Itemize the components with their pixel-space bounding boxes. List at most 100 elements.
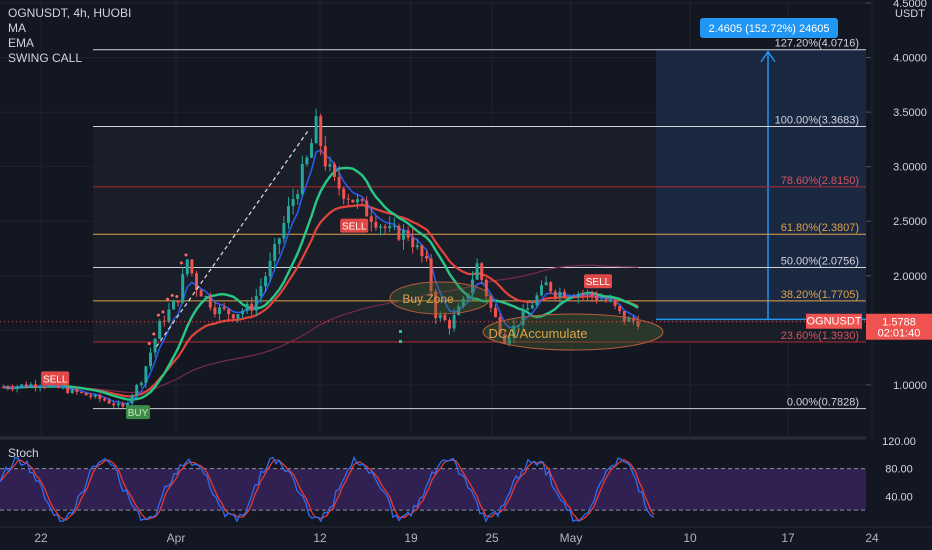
stoch-legend[interactable]: Stoch — [8, 446, 39, 460]
legend-ma[interactable]: MA — [8, 21, 26, 35]
signal-badge — [340, 218, 369, 233]
measure-arrow-head — [760, 50, 776, 63]
y-tick-label: 2.5000 — [893, 216, 927, 228]
fib-label: 0.00%(0.7828) — [787, 397, 859, 409]
candle-body — [507, 337, 511, 344]
candle-body — [549, 282, 553, 292]
signal-badge-text: BUY — [128, 408, 149, 419]
candle-body — [268, 260, 272, 277]
x-tick-label: 25 — [485, 531, 499, 545]
candle-body — [24, 384, 28, 387]
candle-body — [466, 293, 470, 299]
candle-body — [296, 194, 300, 200]
candle-body — [558, 291, 562, 298]
signal-dot — [175, 295, 179, 299]
signal-badge — [584, 274, 612, 289]
x-tick-label: 12 — [313, 531, 327, 545]
candle-body — [475, 263, 479, 280]
candle-body — [503, 333, 507, 344]
stoch-tick-label: 120.00 — [882, 436, 916, 448]
signal-badge-text: SELL — [586, 277, 611, 288]
stoch-tick-label: 80.00 — [885, 464, 913, 476]
signal-dot — [156, 313, 160, 317]
candle-body — [208, 296, 212, 308]
candle-body — [6, 387, 10, 389]
y-tick-label: 4.5000 — [893, 0, 927, 10]
y-tick-label: 4.0000 — [893, 53, 927, 65]
signal-badge — [41, 371, 70, 386]
candle-body — [112, 403, 116, 406]
chart-legend: OGNUSDT, 4h, HUOBI MA EMA SWING CALL — [8, 6, 131, 66]
price-axis[interactable] — [866, 0, 932, 550]
candle-body — [632, 317, 635, 321]
legend-symbol[interactable]: OGNUSDT, 4h, HUOBI — [8, 6, 132, 20]
candle-body — [471, 279, 474, 294]
candle-body — [627, 317, 631, 322]
marker-dot — [399, 340, 402, 343]
candle-body — [218, 307, 221, 314]
candle-body — [227, 308, 231, 315]
candle-body — [287, 206, 290, 224]
candle-body — [20, 384, 24, 387]
candle-body — [392, 225, 396, 227]
x-tick-label: 22 — [34, 531, 48, 545]
candle-body — [273, 244, 277, 261]
candle-body — [351, 199, 355, 203]
candle-body — [195, 273, 198, 291]
candle-body — [411, 237, 415, 248]
x-tick-label: 10 — [683, 531, 697, 545]
price-badge — [866, 313, 932, 340]
candle-body — [480, 263, 484, 280]
candle-body — [1, 387, 5, 389]
candle-body — [563, 291, 566, 298]
candle-body — [116, 403, 120, 406]
candle-body — [323, 146, 327, 167]
marker-dot — [399, 330, 402, 333]
candle-body — [103, 398, 106, 401]
candle-body — [572, 296, 576, 298]
badges: SELL BUY SELL SELL 2.4605 (152.72%) 24605 OGN… — [0, 18, 932, 420]
y-tick-label: 2.0000 — [893, 271, 927, 283]
candle-body — [342, 188, 346, 199]
fib-label: 38.20%(1.7705) — [781, 289, 859, 301]
candle-body — [420, 245, 424, 257]
legend-swing-call[interactable]: SWING CALL — [8, 51, 83, 65]
candle-body — [498, 317, 502, 334]
candle-body — [333, 164, 336, 177]
candle-body — [397, 225, 401, 240]
candle-body — [43, 386, 47, 388]
candle-body — [540, 285, 543, 296]
stoch-pane: 120.00 80.00 40.00 — [0, 436, 916, 523]
candle-body — [604, 299, 608, 302]
fib-levels: 127.20%(4.0716) 100.00%(3.3683) 78.60%(2.8… — [93, 38, 866, 410]
candle-body — [277, 238, 281, 245]
candle-body — [38, 386, 42, 388]
currency-label: USDT — [895, 8, 925, 20]
fib-label: 100.00%(3.3683) — [775, 114, 859, 126]
buy-zone-ellipse — [389, 281, 491, 315]
measure-label-box — [700, 18, 838, 38]
y-tick-label: 1.0000 — [893, 380, 927, 392]
fib-label: 23.60%(1.3930) — [781, 330, 859, 342]
candle-body — [379, 226, 382, 228]
candle-body — [190, 259, 194, 274]
signal-dot — [170, 293, 174, 297]
dca-label: DCA/Accumulate — [489, 326, 588, 341]
symbol-badge — [806, 313, 862, 329]
candle-body — [34, 384, 37, 388]
trend-line — [155, 130, 309, 348]
stoch-k-line — [0, 455, 655, 523]
fib-label: 50.00%(2.0756) — [781, 256, 859, 268]
candle-body — [526, 308, 530, 311]
candle-body — [586, 292, 589, 295]
candle-body — [618, 305, 622, 312]
candle-body — [613, 299, 617, 306]
legend-ema[interactable]: EMA — [8, 36, 35, 50]
candle-body — [521, 310, 525, 326]
candle-body — [429, 258, 433, 292]
candle-body — [66, 387, 70, 393]
candle-body — [434, 291, 438, 319]
candle-body — [93, 394, 97, 397]
candle-body — [310, 143, 313, 158]
